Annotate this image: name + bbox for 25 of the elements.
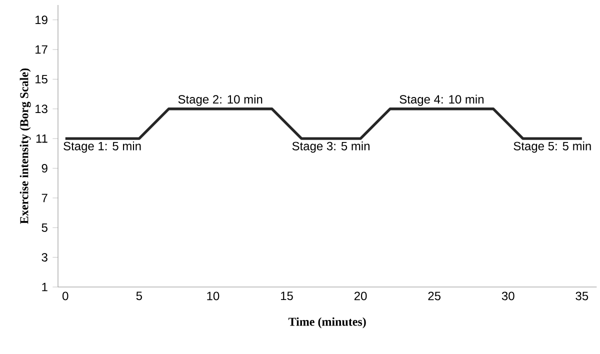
y-tick-label: 3 [42,253,48,262]
y-tick-label: 13 [36,104,48,114]
x-tick-label: 20 [354,292,367,300]
y-tick-label: 11 [36,134,48,143]
annotation: Stage 5: 5 min [514,142,591,153]
y-axis-title: Exercise intensity (Borg Scale) [20,68,31,224]
annotation: Stage 4: 10 min [400,94,484,106]
annotation: Stage 1: 5 min [64,142,141,153]
annotation: Stage 3: 5 min [292,142,370,153]
y-tick-label: 5 [42,223,48,232]
y-tick-label: 19 [36,16,48,24]
y-tick-label: 17 [36,45,48,54]
y-tick-label: 7 [42,194,48,202]
annotation: Stage 2: 10 min [178,94,262,106]
y-tick-label: 1 [42,282,48,292]
y-tick-label: 15 [36,75,48,84]
x-axis-title: Time (minutes) [288,317,366,328]
x-tick-label: 25 [428,292,440,300]
x-tick-label: 35 [576,292,588,300]
x-tick-label: 0 [62,292,68,300]
x-tick-label: 15 [281,292,293,300]
x-tick-label: 10 [207,292,220,300]
x-tick-label: 30 [502,292,514,300]
y-tick-label: 9 [42,164,48,173]
x-tick-label: 5 [136,292,142,300]
